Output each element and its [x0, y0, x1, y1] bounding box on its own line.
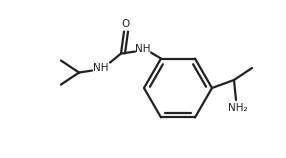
Text: NH: NH	[93, 63, 109, 73]
Text: O: O	[122, 18, 130, 29]
Text: NH₂: NH₂	[228, 103, 248, 113]
Text: NH: NH	[135, 44, 151, 54]
